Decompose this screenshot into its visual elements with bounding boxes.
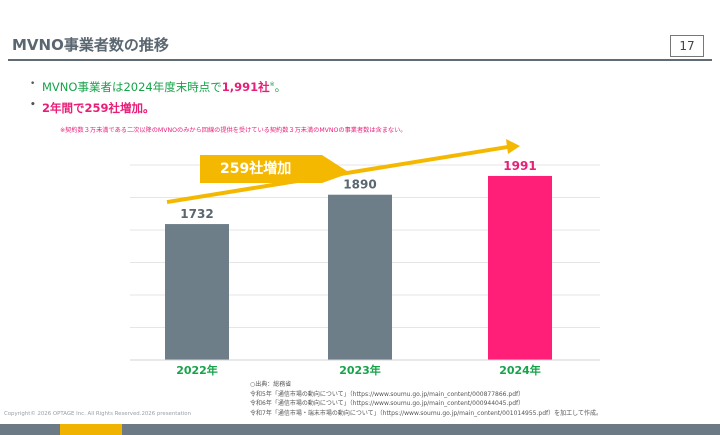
increase-annotation: 259社増加 [200,155,350,183]
title-divider [8,59,712,61]
bullet-item: • 2年間で259社増加。 [30,100,155,116]
bullet-item: • MVNO事業者は2024年度末時点で1,991社※。 [30,79,287,95]
bullet-text: 2年間で259社増加。 [42,101,155,115]
annotation-text: 259社増加 [220,161,292,177]
category-label: 2023年 [339,363,381,377]
source-notes: ○出典：総務省 令和5年「通信市場の動向について」（https://www.so… [250,380,602,418]
bar-2023年 [328,194,392,360]
copyright: Copyright© 2026 OPTAGE Inc. All Rights R… [4,411,191,417]
bullet-highlight: 1,991社 [221,80,270,94]
data-label: 1890 [343,178,376,192]
category-label: 2024年 [499,363,541,377]
page-title: MVNO事業者数の推移 [12,36,169,54]
bullet-text: MVNO事業者は2024年度末時点で [42,80,222,94]
footnote-mark: ※ [269,81,275,89]
annotation-arrow-shape [200,155,350,183]
source-line: ○出典：総務省 [250,381,292,388]
trend-arrow-head [506,138,520,154]
source-line: 令和7年「通信市場・端末市場の動向について」（https://www.soumu… [250,409,602,417]
bar-2022年 [165,224,229,360]
page-number: 17 [670,35,704,57]
footer-accent [60,424,122,435]
data-label: 1991 [503,159,536,173]
source-line: 令和6年「通信市場の動向について」（https://www.soumu.go.j… [250,400,525,407]
category-label: 2022年 [176,363,218,377]
footnote: ※契約数３万未満である二次以降のMVNOのみから回線の提供を受けている契約数３万… [60,127,407,134]
bullet-dot-icon: • [30,79,36,89]
footer-bar [0,424,720,435]
bullet-dot-icon: • [30,100,36,110]
data-label: 1732 [180,207,213,221]
bullet-suffix: 。 [274,80,287,94]
bar-2024年 [488,175,552,360]
source-line: 令和5年「通信市場の動向について」（https://www.soumu.go.j… [250,390,525,398]
